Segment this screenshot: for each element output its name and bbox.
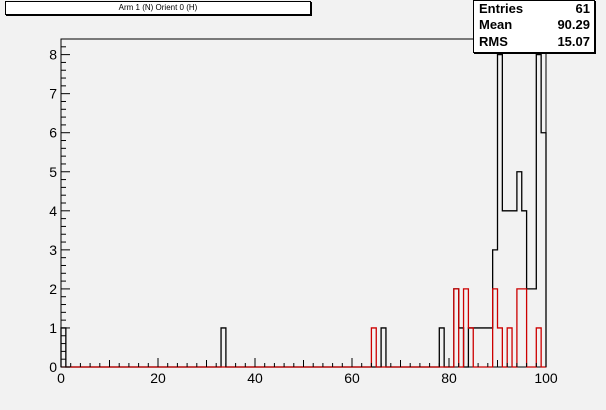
stats-row-entries: Entries 61 (479, 1, 590, 17)
y-tick-label: 7 (49, 86, 57, 102)
x-tick-label: 20 (150, 370, 166, 386)
x-tick-label: 100 (534, 370, 558, 386)
stats-box: Entries 61 Mean 90.29 RMS 15.07 (473, 0, 595, 53)
y-tick-label: 2 (49, 281, 57, 297)
x-tick-label: 40 (247, 370, 263, 386)
histogram-title: Arm 1 (N) Orient 0 (H) (5, 1, 311, 15)
histogram-series-1 (61, 288, 546, 368)
y-tick-label: 0 (49, 359, 57, 375)
plot-frame (60, 38, 547, 368)
stats-rms-value: 15.07 (557, 34, 590, 49)
stats-rms-label: RMS (479, 34, 508, 49)
y-tick-label: 4 (49, 203, 57, 219)
y-tick-label: 1 (49, 320, 57, 336)
stats-mean-value: 90.29 (557, 17, 590, 32)
stats-mean-label: Mean (479, 17, 513, 32)
y-tick-label: 5 (49, 164, 57, 180)
histogram-title-text: Arm 1 (N) Orient 0 (H) (118, 3, 198, 12)
y-tick-label: 3 (49, 242, 57, 258)
y-tick-label: 6 (49, 125, 57, 141)
x-tick-label: 60 (344, 370, 360, 386)
stats-row-mean: Mean 90.29 (479, 17, 590, 33)
stats-entries-label: Entries (479, 1, 524, 16)
stats-row-rms: RMS 15.07 (479, 34, 590, 50)
stats-entries-value: 61 (575, 1, 590, 16)
x-tick-label: 0 (57, 370, 65, 386)
x-tick-label: 80 (441, 370, 457, 386)
y-tick-label: 8 (49, 47, 57, 63)
